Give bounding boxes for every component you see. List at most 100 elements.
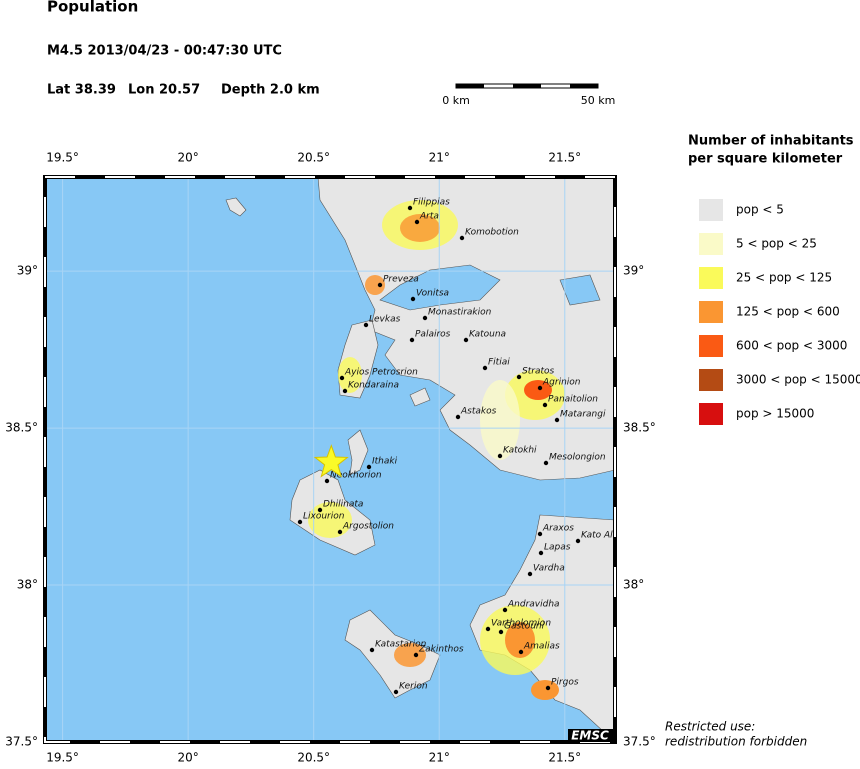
town-dot [409,337,415,343]
town-label: Amalias [523,642,560,652]
town-dot [369,647,375,653]
lat-label: 38.5° [5,421,38,435]
town-label: Mesolongion [549,453,606,463]
town-dot [538,550,544,556]
town-label: Kondaraina [348,381,399,391]
lon-label: 19.5° [46,151,79,165]
town-label: Pirgos [551,678,579,688]
scale-bar [455,83,599,89]
lat: Lat 38.39 [47,83,116,98]
town-label: Levkas [369,315,401,325]
legend-label: 3000 < pop < 15000 [736,373,860,387]
town-label: Panaitolion [548,395,598,405]
legend-swatch [699,403,723,425]
town-label: Araxos [542,524,574,534]
town-label: Matarangi [560,410,606,420]
depth: Depth 2.0 km [221,83,320,98]
town-dot [342,388,348,394]
town-label: Fitiai [488,358,510,368]
town-dot [317,507,323,513]
lon-label: 19.5° [46,751,79,765]
legend-swatch [699,301,723,323]
credit-box [568,729,613,742]
lon-label: 21° [429,751,450,765]
town-label: Lixourion [303,512,345,522]
town-dot [498,629,504,635]
lon: Lon 20.57 [128,83,200,98]
town-dot [414,219,420,225]
map: Filippias Arta Komobotion Preveza Vonitsa Lev… [45,177,615,742]
town-dot [575,538,581,544]
lon-label: 20.5° [297,751,330,765]
lon-label: 21.5° [548,751,581,765]
town-dot [339,375,345,381]
legend-label: 5 < pop < 25 [736,237,817,251]
town-label: Ayios Petrosrion [344,368,418,378]
town-dot [297,519,303,525]
town-label: Zakinthos [418,645,464,655]
town-label: Argostolion [342,522,394,532]
lon-label: 21.5° [548,151,581,165]
lon-label: 21° [429,151,450,165]
legend-label: 25 < pop < 125 [736,271,832,285]
town-label: Vonitsa [416,289,449,299]
lat-label: 38° [17,578,38,592]
town-dot [502,607,508,613]
town-label: Ithaki [372,457,398,467]
town-label: Astakos [460,407,497,417]
town-dot [363,322,369,328]
event: M4.5 2013/04/23 - 00:47:30 UTC [47,44,282,59]
legend-swatch [699,369,723,391]
town-dot [407,205,413,211]
town-label: Monastirakion [428,308,492,318]
town-dot [537,531,543,537]
town-label: Filippias [413,198,450,208]
title: Population [47,0,138,16]
town-dot [554,417,560,423]
town-label: Vardha [533,564,565,574]
lon-label: 20.5° [297,151,330,165]
town-label: Palairos [415,330,451,340]
note: Restricted use: [665,720,755,734]
town-label: Agrinion [542,378,581,388]
scale-label: 0 km [442,94,470,107]
town-dot [337,529,343,535]
town-label: Preveza [383,275,419,285]
town-dot [324,478,330,484]
town-dot [413,652,419,658]
town-dot [516,374,522,380]
town-dot [537,385,543,391]
note: redistribution forbidden [665,735,807,749]
legend-swatch [699,267,723,289]
town-dot [377,282,383,288]
town-label: Vartholomion [491,619,551,629]
town-dot [485,626,491,632]
legend-title: per square kilometer [688,152,843,167]
town-label: Arta [419,212,439,222]
town-label: Neokhorion [330,471,382,481]
legend-swatch [699,199,723,221]
town-dot [459,235,465,241]
population-patches [308,200,565,700]
town-dot [543,460,549,466]
town-label: Gastouni [504,622,545,632]
town-label: Katastarion [375,640,427,650]
lat-label: 38.5° [623,421,656,435]
gulf [379,264,501,311]
frame-ticks [44,176,616,743]
lat-label: 39° [17,264,38,278]
lon-label: 20° [177,751,198,765]
towns: Filippias Arta Komobotion Preveza Vonitsa Lev… [45,177,615,742]
town-dot [542,402,548,408]
legend-label: pop > 15000 [736,407,814,421]
credit: EMSC [571,729,609,743]
legend-label: pop < 5 [736,203,784,217]
epicenter [313,444,349,478]
town-dot [463,337,469,343]
town-dot [410,296,416,302]
town-dot [455,414,461,420]
town-dot [482,365,488,371]
town-label: Komobotion [465,228,519,238]
lat-label: 37.5° [5,735,38,749]
